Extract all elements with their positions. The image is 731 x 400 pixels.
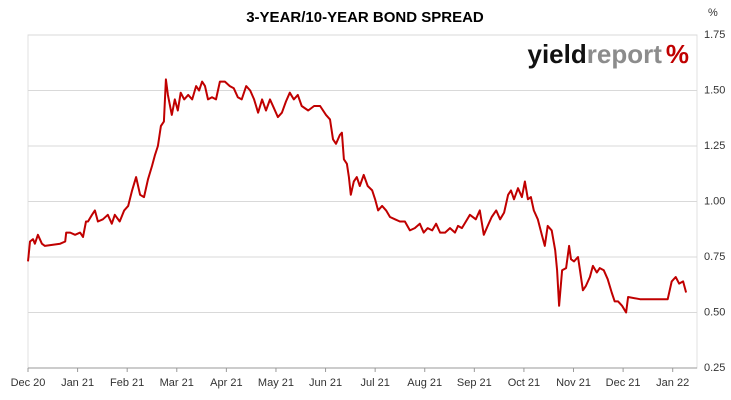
x-tick-label: Jun 21: [309, 377, 342, 389]
y-tick-label: 0.25: [704, 362, 725, 374]
logo-part: %: [666, 39, 689, 69]
unit-label: %: [708, 7, 718, 19]
logo-part: report: [587, 39, 662, 69]
y-tick-label: 1.00: [704, 195, 725, 207]
logo: yieldreport%: [528, 39, 690, 69]
chart-title: 3-YEAR/10-YEAR BOND SPREAD: [246, 9, 484, 26]
x-tick-label: Apr 21: [210, 377, 242, 389]
x-tick-label: Nov 21: [556, 377, 591, 389]
y-tick-label: 0.50: [704, 306, 725, 318]
x-tick-label: Oct 21: [508, 377, 540, 389]
x-tick-label: Jul 21: [360, 377, 389, 389]
x-tick-label: Jan 21: [61, 377, 94, 389]
x-tick-label: Feb 21: [110, 377, 144, 389]
spread-line: [27, 78, 688, 314]
logo-part: yield: [528, 39, 587, 69]
x-tick-label: Jan 22: [656, 377, 689, 389]
y-tick-label: 0.75: [704, 251, 725, 263]
x-tick-label: Sep 21: [457, 377, 492, 389]
x-tick-label: Mar 21: [160, 377, 194, 389]
y-tick-label: 1.75: [704, 29, 725, 41]
x-tick-label: Dec 20: [11, 377, 46, 389]
y-tick-label: 1.50: [704, 84, 725, 96]
x-tick-label: Aug 21: [407, 377, 442, 389]
x-tick-label: Dec 21: [606, 377, 641, 389]
x-tick-label: May 21: [258, 377, 294, 389]
y-tick-label: 1.25: [704, 140, 725, 152]
